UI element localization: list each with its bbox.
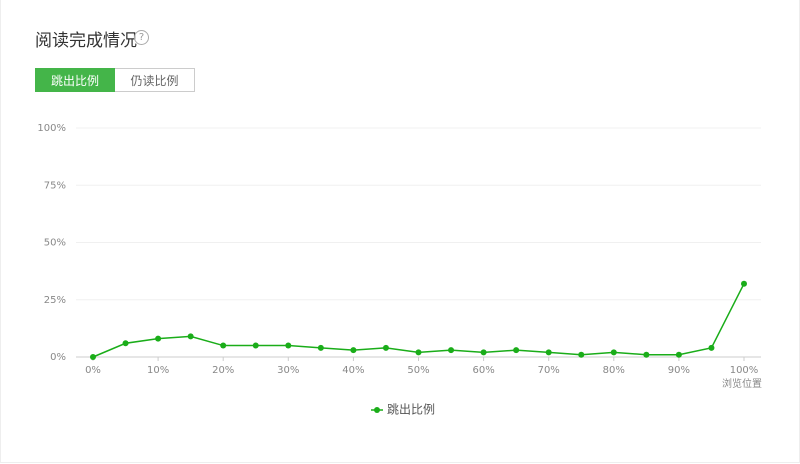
x-tick-label: 70% <box>538 365 560 376</box>
point <box>90 354 96 360</box>
x-tick-label: 0% <box>85 365 101 376</box>
point <box>350 347 357 354</box>
x-tick-label: 30% <box>277 365 299 376</box>
legend-dot <box>374 407 380 413</box>
point <box>513 347 520 354</box>
point <box>317 344 324 351</box>
point <box>187 333 194 340</box>
x-tick-label: 40% <box>342 365 364 376</box>
x-tick-label: 10% <box>147 365 169 376</box>
tab[interactable]: 仍读比例 <box>115 68 195 92</box>
x-tick-label: 90% <box>668 365 690 376</box>
point <box>610 349 617 356</box>
legend-label: 跳出比例 <box>387 403 435 417</box>
x-tick-label: 20% <box>212 365 234 376</box>
x-tick-label: 100% <box>730 365 759 376</box>
y-tick-label: 25% <box>44 295 66 306</box>
point <box>741 280 747 287</box>
tab[interactable]: 跳出比例 <box>35 68 115 92</box>
point <box>220 342 227 349</box>
help-icon[interactable]: ? <box>134 30 149 45</box>
point <box>382 344 389 351</box>
point <box>415 349 422 356</box>
y-tick-label: 50% <box>44 238 66 249</box>
title: 阅读完成情况 <box>35 31 137 51</box>
point <box>480 349 487 356</box>
point <box>155 335 162 342</box>
point <box>285 342 292 349</box>
line <box>92 283 745 358</box>
y-tick-label: 0% <box>50 352 66 363</box>
point <box>448 347 455 354</box>
point <box>122 340 129 347</box>
point <box>578 351 585 358</box>
x-tick-label: 50% <box>407 365 429 376</box>
y-tick-label: 75% <box>44 180 66 191</box>
point <box>252 342 259 349</box>
point <box>545 349 552 356</box>
y-tick-label: 100% <box>37 123 66 134</box>
point <box>708 344 715 351</box>
x-tick-label: 60% <box>472 365 494 376</box>
point <box>643 351 650 358</box>
x-axis-label: 浏览位置 <box>722 377 762 390</box>
point <box>675 351 682 358</box>
x-tick-label: 80% <box>603 365 625 376</box>
